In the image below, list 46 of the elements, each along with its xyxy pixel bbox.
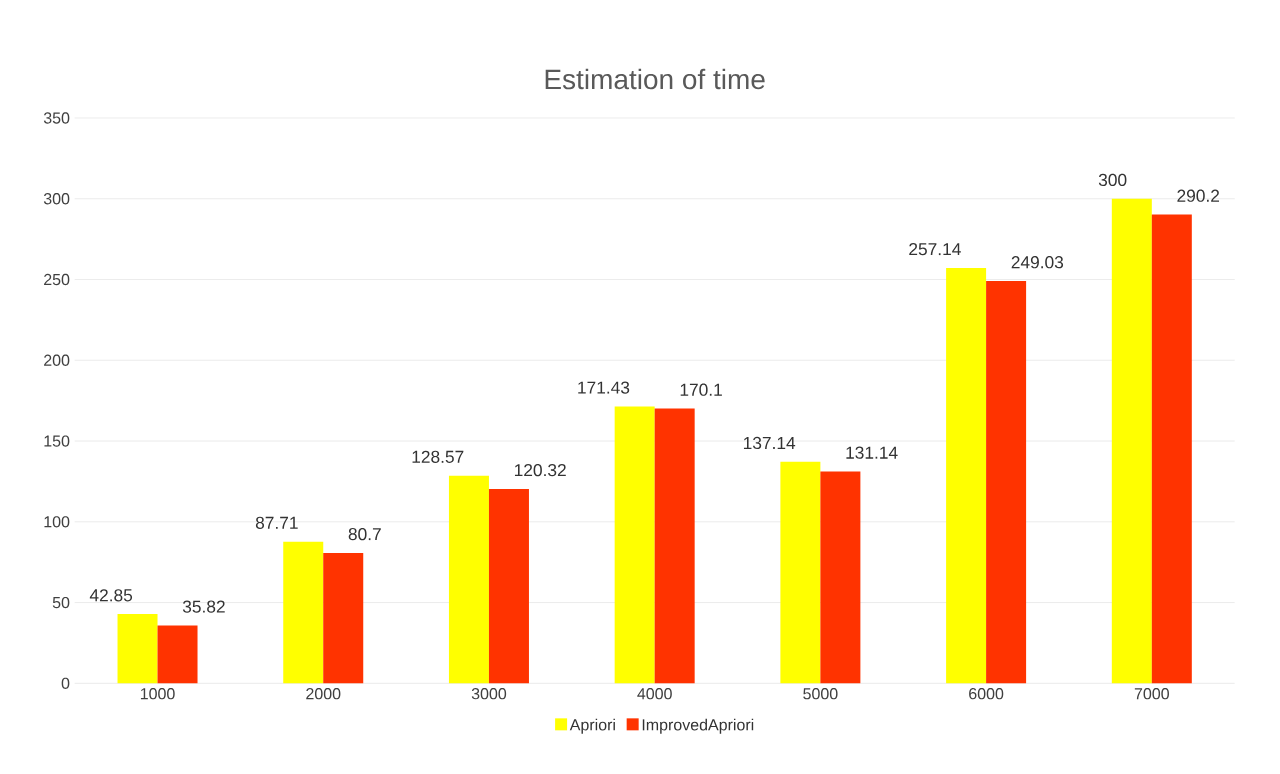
- data-label: 170.1: [680, 383, 722, 396]
- data-label: 171.43: [578, 381, 630, 394]
- bar: [1151, 214, 1192, 684]
- bar: [283, 541, 324, 684]
- y-tick-label: 150: [44, 435, 70, 447]
- legend-label: ImprovedApriori: [642, 718, 754, 734]
- data-label: 42.85: [89, 589, 133, 602]
- y-tick-label: 0: [61, 677, 70, 689]
- y-tick-label: 300: [43, 193, 70, 205]
- y-tick-label: 200: [44, 354, 70, 366]
- bar: [820, 471, 861, 684]
- x-tick-label: 6000: [969, 688, 1004, 700]
- data-label: 249.03: [1011, 256, 1064, 269]
- data-label: 300: [1098, 173, 1127, 187]
- bar: [946, 267, 987, 684]
- bar: [157, 625, 198, 684]
- x-tick-label: 7000: [1134, 688, 1169, 700]
- bar: [614, 406, 655, 684]
- data-label: 137.14: [743, 436, 796, 450]
- bar: [986, 281, 1027, 684]
- bar: [323, 552, 364, 684]
- data-label: 131.14: [846, 446, 898, 459]
- data-label: 35.82: [182, 600, 225, 613]
- x-tick-label: 1000: [140, 688, 175, 700]
- data-label: 128.57: [412, 450, 464, 463]
- y-tick-label: 50: [52, 596, 70, 609]
- bar: [448, 475, 489, 684]
- bar: [1111, 198, 1152, 684]
- data-label: 257.14: [909, 243, 961, 256]
- y-tick-label: 350: [43, 112, 70, 124]
- bar: [488, 488, 529, 684]
- bar: [780, 461, 821, 684]
- legend-label: Apriori: [569, 718, 615, 734]
- bar: [117, 614, 158, 684]
- y-tick-label: 100: [44, 516, 70, 528]
- bar: [654, 408, 695, 684]
- data-label: 120.32: [514, 464, 566, 477]
- data-label: 290.2: [1177, 189, 1220, 202]
- x-tick-label: 5000: [803, 688, 838, 700]
- data-label: 80.7: [348, 527, 381, 541]
- x-tick-label: 2000: [306, 688, 341, 700]
- x-tick-label: 4000: [637, 688, 672, 700]
- y-tick-label: 250: [44, 273, 70, 286]
- x-tick-label: 3000: [471, 688, 507, 700]
- chart-title: Estimation of time: [545, 68, 765, 90]
- data-label: 87.71: [255, 516, 298, 529]
